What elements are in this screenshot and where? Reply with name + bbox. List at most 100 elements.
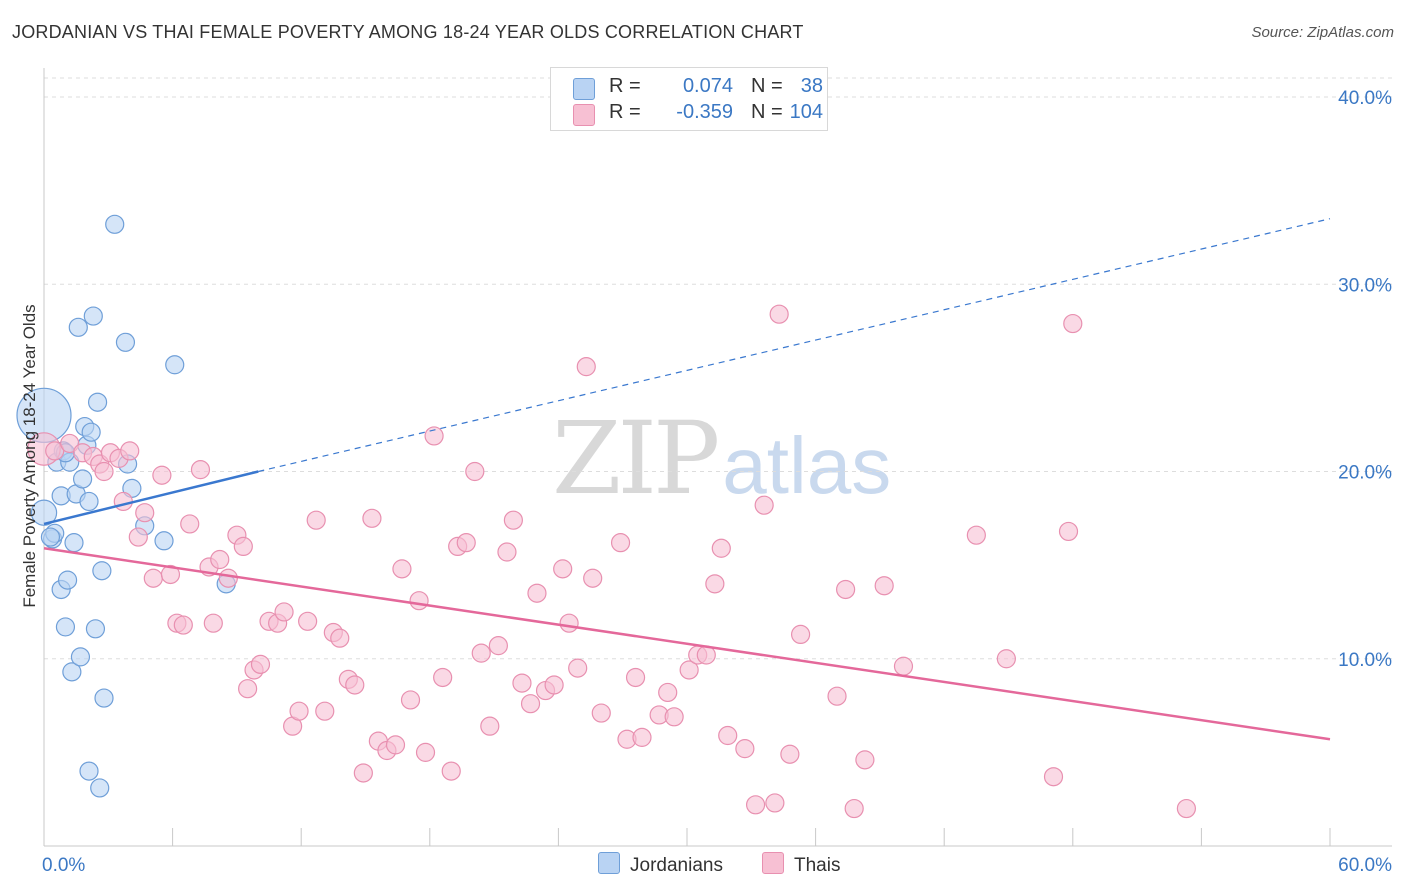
thai-point [718,725,738,746]
thai-point [520,694,541,714]
r-value: 0.074 [682,75,733,97]
thai-point [780,744,800,764]
jordanian-point [68,317,88,337]
thai-point [238,679,258,699]
thai-point [568,658,588,678]
n-value: 104 [789,101,823,123]
thai-point [664,707,684,727]
y-tick-label: 10.0% [1338,650,1392,671]
thai-point [274,602,294,622]
n-label: N = [751,101,783,123]
thai-point [152,465,172,485]
thai-point [705,574,725,594]
thai-point [298,611,318,631]
thais-swatch [573,104,595,126]
jordanian-point [70,647,91,667]
jordanian-point [57,570,78,590]
thai-point [353,763,373,783]
thai-point [754,495,774,515]
thai-point [120,441,140,461]
jordanian-point [62,662,82,682]
thai-point [113,491,133,512]
thai-point [844,798,864,819]
thai-point [173,615,193,635]
thai-point [385,735,406,755]
thai-point [512,673,532,693]
thai-point [1063,313,1083,334]
thais-legend-swatch [762,852,784,874]
jordanian-point [83,306,103,326]
jordanians-swatch [573,78,595,100]
thai-point [996,649,1016,669]
thai-point [143,568,163,588]
thai-point [827,686,847,706]
jordanians-legend-swatch [598,852,620,874]
thai-point [632,727,652,747]
r-value: -0.359 [676,101,733,123]
thai-point [966,525,986,545]
x-tick-label: 0.0% [42,855,85,876]
jordanian-point [105,214,125,234]
thai-point [679,660,699,680]
thai-point [362,508,382,528]
thai-point [503,510,523,530]
thai-point [203,613,223,633]
thais-legend-label: Thais [794,855,841,876]
n-value: 38 [800,75,823,97]
thai-point [315,701,335,721]
thai-point [471,643,491,663]
thai-point [893,656,914,676]
jordanian-point [92,561,112,581]
legend-item-thais[interactable]: Thais [762,852,840,877]
thai-point [400,690,421,710]
thai-point [210,549,230,570]
thai-point [218,568,238,588]
thai-point [1058,521,1079,542]
r-label: R = [609,75,641,97]
jordanians-trend-line [43,470,259,526]
jordanian-point [165,355,185,375]
thai-point [1043,767,1064,787]
series-legend: Jordanians Thais [0,852,1406,876]
jordanian-point [81,422,101,442]
thai-point [160,564,181,585]
jordanian-point [55,617,76,637]
thais-trend-line [43,547,1331,741]
jordanian-point [154,531,174,551]
thai-point [790,624,811,645]
legend-item-jordanians[interactable]: Jordanians [598,852,723,877]
thai-point [711,538,731,558]
jordanian-point [72,469,93,489]
thai-point [330,628,350,648]
jordanian-point [79,491,99,512]
thai-point [289,701,309,721]
thai-point [591,703,611,723]
y-tick-label: 40.0% [1338,88,1392,109]
y-axis-label: Female Poverty Among 18-24 Year Olds [20,304,39,608]
thai-point [415,742,436,762]
jordanians-trend-extension [258,218,1331,473]
jordanian-point [40,527,61,547]
jordanian-point [64,533,84,553]
thai-point [735,739,755,759]
thai-point [345,675,365,695]
correlation-legend: R = 0.074 N = 38 R = -0.359 N = 104 [550,67,828,131]
y-tick-label: 30.0% [1338,275,1392,296]
thai-point [497,542,517,562]
jordanian-point [94,688,114,708]
n-label: N = [751,75,783,97]
thai-point [765,793,785,813]
r-label: R = [609,101,641,123]
thai-point [559,613,579,633]
jordanian-point [30,499,58,526]
thai-point [658,682,678,703]
thai-point [576,357,596,377]
x-tick-label: 60.0% [1338,855,1392,876]
thai-point [250,654,271,674]
thai-point [424,426,444,446]
thai-point [1176,798,1196,819]
jordanian-point [115,332,136,352]
thai-point [233,536,253,557]
thai-point [465,461,485,482]
thai-point [409,591,429,611]
